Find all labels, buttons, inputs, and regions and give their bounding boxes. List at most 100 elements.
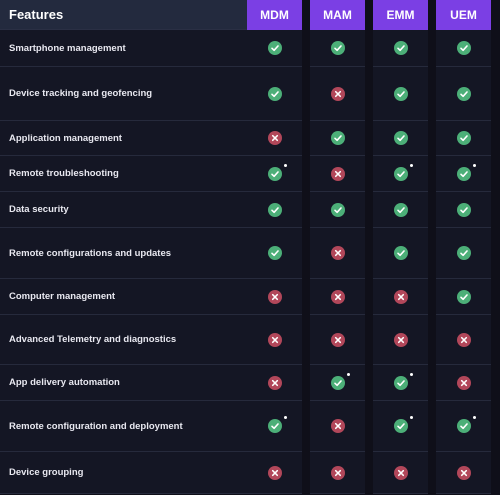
check-circle-icon — [393, 416, 413, 433]
column-gap — [302, 30, 310, 67]
check-circle-icon — [393, 163, 413, 181]
cell-mdm — [247, 279, 302, 315]
column-gap — [491, 192, 500, 228]
check-circle-icon — [393, 131, 408, 145]
cell-mam — [310, 67, 365, 121]
x-circle-icon — [456, 465, 471, 480]
cell-emm — [373, 452, 428, 494]
check-circle-icon — [330, 41, 345, 55]
column-gap — [491, 67, 500, 121]
cell-uem — [436, 30, 491, 67]
column-gap — [365, 315, 373, 365]
cell-uem — [436, 121, 491, 156]
footnote-marker — [283, 416, 287, 419]
cell-mam — [310, 279, 365, 315]
cell-mam — [310, 30, 365, 67]
x-circle-icon — [393, 465, 408, 480]
column-gap — [491, 365, 500, 401]
x-circle-icon — [267, 465, 282, 480]
x-circle-icon — [330, 289, 345, 304]
column-gap — [428, 0, 436, 30]
column-header-mam: MAM — [310, 0, 365, 30]
column-gap — [428, 279, 436, 315]
x-circle-icon — [330, 465, 345, 480]
column-header-uem: UEM — [436, 0, 491, 30]
check-circle-icon — [330, 131, 345, 145]
feature-label: Remote configurations and updates — [0, 228, 247, 279]
cell-emm — [373, 401, 428, 452]
cell-emm — [373, 30, 428, 67]
cell-mdm — [247, 67, 302, 121]
check-circle-icon — [330, 372, 350, 390]
x-circle-icon — [393, 332, 408, 347]
column-gap — [302, 315, 310, 365]
cell-uem — [436, 228, 491, 279]
x-circle-icon — [267, 131, 282, 145]
cell-uem — [436, 279, 491, 315]
cell-uem — [436, 452, 491, 494]
cell-mdm — [247, 121, 302, 156]
column-gap — [428, 365, 436, 401]
cell-mam — [310, 228, 365, 279]
x-circle-icon — [393, 289, 408, 304]
column-gap — [302, 365, 310, 401]
column-header-mdm: MDM — [247, 0, 302, 30]
cell-emm — [373, 67, 428, 121]
footnote-marker — [346, 372, 350, 376]
feature-label: Device tracking and geofencing — [0, 67, 247, 121]
column-gap — [365, 0, 373, 30]
column-gap — [428, 156, 436, 192]
cell-uem — [436, 192, 491, 228]
column-gap — [302, 192, 310, 228]
feature-label: App delivery automation — [0, 365, 247, 401]
cell-emm — [373, 279, 428, 315]
column-gap — [365, 192, 373, 228]
cell-mdm — [247, 156, 302, 192]
cell-emm — [373, 156, 428, 192]
feature-label: Data security — [0, 192, 247, 228]
check-circle-icon — [267, 246, 282, 260]
check-circle-icon — [456, 416, 476, 433]
check-circle-icon — [456, 202, 471, 217]
column-gap — [428, 452, 436, 494]
x-circle-icon — [330, 86, 345, 101]
cell-emm — [373, 228, 428, 279]
x-circle-icon — [267, 332, 282, 347]
cell-uem — [436, 401, 491, 452]
column-gap — [491, 452, 500, 494]
column-gap — [491, 121, 500, 156]
cell-mdm — [247, 315, 302, 365]
footnote-marker — [409, 372, 413, 376]
check-circle-icon — [456, 86, 471, 101]
cell-uem — [436, 315, 491, 365]
column-gap — [302, 228, 310, 279]
column-gap — [365, 30, 373, 67]
column-gap — [491, 0, 500, 30]
footnote-marker — [409, 416, 413, 419]
column-gap — [491, 228, 500, 279]
feature-label: Device grouping — [0, 452, 247, 494]
check-circle-icon — [267, 416, 287, 433]
feature-label: Application management — [0, 121, 247, 156]
column-gap — [491, 30, 500, 67]
cell-mdm — [247, 401, 302, 452]
check-circle-icon — [330, 202, 345, 217]
cell-mam — [310, 121, 365, 156]
footnote-marker — [409, 163, 413, 167]
x-circle-icon — [267, 375, 282, 390]
check-circle-icon — [393, 202, 408, 217]
column-gap — [365, 156, 373, 192]
column-gap — [491, 279, 500, 315]
x-circle-icon — [267, 289, 282, 304]
column-gap — [302, 121, 310, 156]
column-gap — [428, 192, 436, 228]
column-gap — [302, 279, 310, 315]
column-gap — [302, 452, 310, 494]
x-circle-icon — [456, 332, 471, 347]
column-gap — [491, 315, 500, 365]
cell-emm — [373, 192, 428, 228]
x-circle-icon — [330, 332, 345, 347]
check-circle-icon — [393, 86, 408, 101]
feature-label: Remote troubleshooting — [0, 156, 247, 192]
